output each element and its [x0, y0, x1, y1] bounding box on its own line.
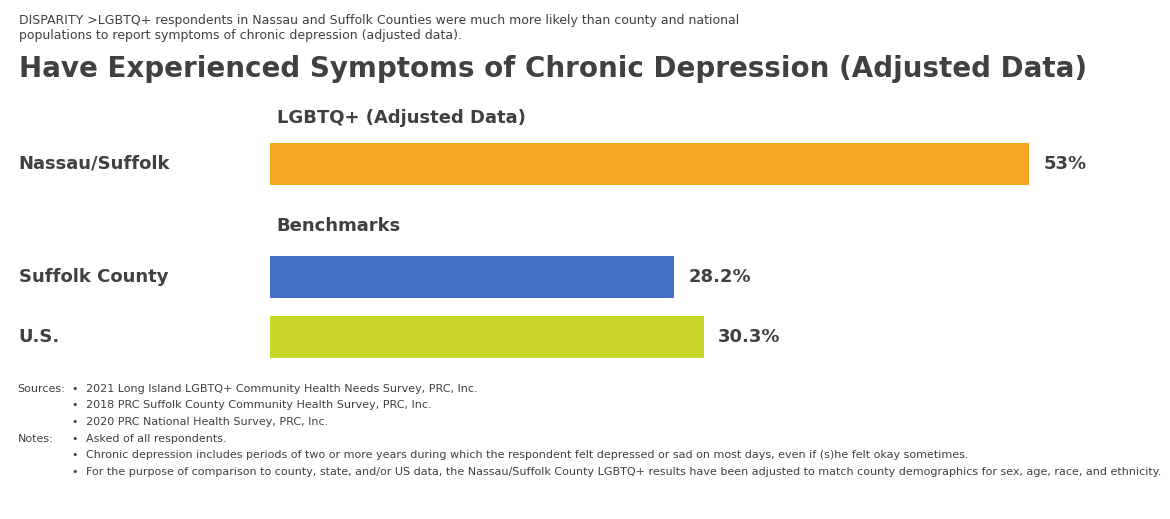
Text: U.S.: U.S. — [19, 328, 60, 346]
Bar — [269, 316, 704, 358]
Text: Asked of all respondents.: Asked of all respondents. — [87, 433, 227, 444]
Text: 30.3%: 30.3% — [718, 328, 780, 346]
Bar — [269, 255, 674, 297]
Text: •: • — [71, 417, 78, 427]
Text: Have Experienced Symptoms of Chronic Depression (Adjusted Data): Have Experienced Symptoms of Chronic Dep… — [19, 55, 1087, 83]
Text: Notes:: Notes: — [18, 433, 53, 444]
Text: 53%: 53% — [1044, 155, 1087, 173]
Text: •: • — [71, 467, 78, 476]
Text: Sources:: Sources: — [18, 384, 66, 394]
Text: 2021 Long Island LGBTQ+ Community Health Needs Survey, PRC, Inc.: 2021 Long Island LGBTQ+ Community Health… — [87, 384, 477, 394]
Text: 2018 PRC Suffolk County Community Health Survey, PRC, Inc.: 2018 PRC Suffolk County Community Health… — [87, 401, 432, 411]
Text: Chronic depression includes periods of two or more years during which the respon: Chronic depression includes periods of t… — [87, 450, 969, 460]
Text: •: • — [71, 384, 78, 394]
Text: Suffolk County: Suffolk County — [19, 268, 168, 285]
Text: For the purpose of comparison to county, state, and/or US data, the Nassau/Suffo: For the purpose of comparison to county,… — [87, 467, 1162, 476]
Text: DISPARITY >LGBTQ+ respondents in Nassau and Suffolk Counties were much more like: DISPARITY >LGBTQ+ respondents in Nassau … — [19, 15, 739, 43]
Text: LGBTQ+ (Adjusted Data): LGBTQ+ (Adjusted Data) — [277, 110, 525, 127]
Text: Benchmarks: Benchmarks — [277, 216, 401, 235]
Text: 2020 PRC National Health Survey, PRC, Inc.: 2020 PRC National Health Survey, PRC, In… — [87, 417, 329, 427]
Bar — [269, 143, 1030, 185]
Text: •: • — [71, 450, 78, 460]
Text: •: • — [71, 433, 78, 444]
Text: Nassau/Suffolk: Nassau/Suffolk — [19, 155, 171, 173]
Text: 28.2%: 28.2% — [688, 268, 751, 285]
Text: •: • — [71, 401, 78, 411]
